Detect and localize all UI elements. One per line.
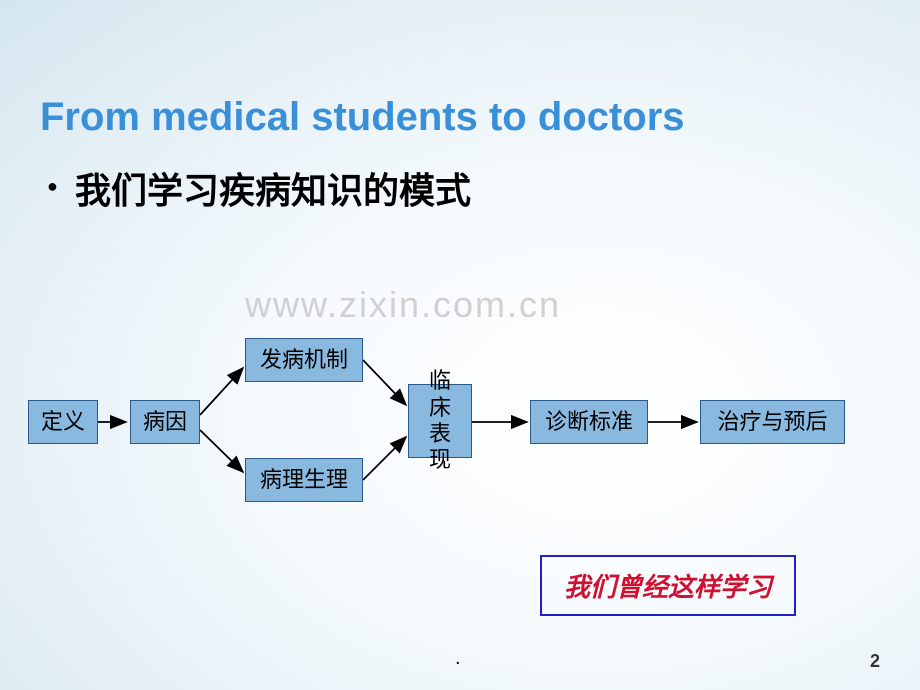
flow-node-n1: 定义 bbox=[28, 400, 98, 444]
footer-caption-box: 我们曾经这样学习 bbox=[540, 555, 796, 616]
flow-edge-n4-n5 bbox=[363, 437, 406, 480]
flow-edge-n3-n5 bbox=[363, 360, 406, 405]
flow-node-n3: 发病机制 bbox=[245, 338, 363, 382]
flow-node-n4: 病理生理 bbox=[245, 458, 363, 502]
flow-node-n6: 诊断标准 bbox=[530, 400, 648, 444]
flow-node-n5: 临床 表现 bbox=[408, 384, 472, 458]
slide-title: From medical students to doctors bbox=[40, 95, 685, 140]
flow-node-n2: 病因 bbox=[130, 400, 200, 444]
slide-subtitle: 我们学习疾病知识的模式 bbox=[75, 162, 471, 214]
page-dot: . bbox=[455, 647, 461, 670]
flow-edge-n2-n3 bbox=[200, 368, 243, 415]
flow-node-n7: 治疗与预后 bbox=[700, 400, 845, 444]
flowchart-container: 定义病因 发病机制病理生理 临床 表现 诊断标准 治疗与预后 bbox=[0, 320, 920, 520]
flow-edge-n2-n4 bbox=[200, 430, 243, 472]
page-number: 2 bbox=[870, 651, 880, 672]
